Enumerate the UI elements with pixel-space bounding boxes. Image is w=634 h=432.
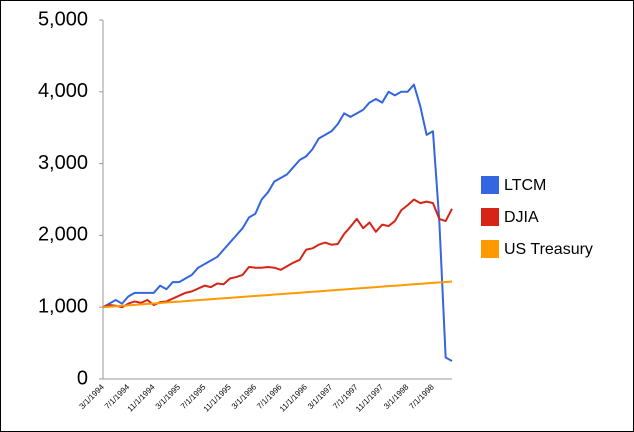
y-tick-label: 0	[77, 367, 88, 389]
y-tick-label: 2,000	[38, 224, 88, 246]
legend-label: US Treasury	[504, 241, 593, 258]
legend-label: DJIA	[504, 209, 539, 226]
y-tick-label: 4,000	[38, 80, 88, 102]
legend-swatch	[481, 176, 499, 194]
legend-swatch	[481, 240, 499, 258]
legend-swatch	[481, 208, 499, 226]
legend-label: LTCM	[504, 177, 546, 194]
y-tick-label: 1,000	[38, 295, 88, 317]
y-tick-label: 5,000	[38, 8, 88, 30]
y-tick-label: 3,000	[38, 152, 88, 174]
series-line	[102, 280, 453, 309]
series-line	[102, 83, 453, 362]
